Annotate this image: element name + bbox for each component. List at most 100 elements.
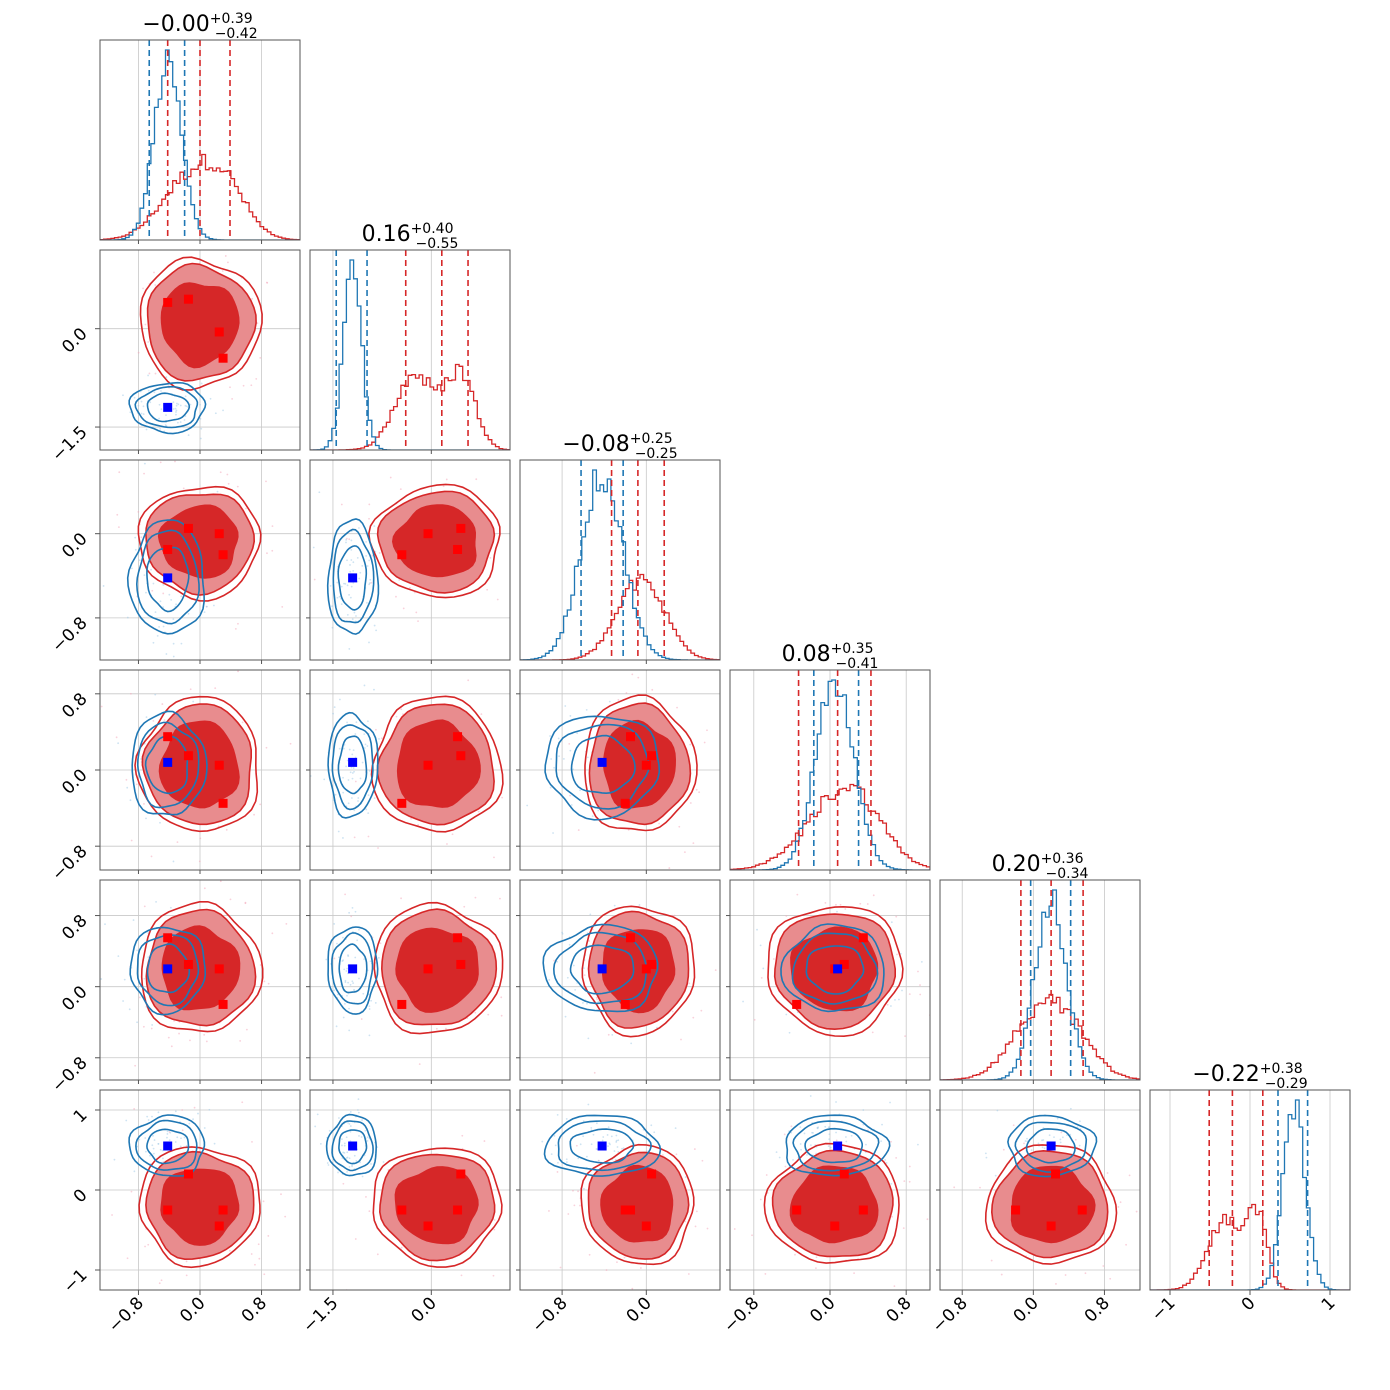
- marker-red: [620, 1205, 630, 1215]
- marker-blue: [597, 1141, 607, 1151]
- scatter-point-red: [917, 970, 919, 973]
- scatter-point-red: [753, 1018, 756, 1021]
- panel-3-1: [306, 669, 511, 874]
- scatter-point-blue: [885, 1162, 888, 1164]
- scatter-point-blue: [338, 698, 341, 701]
- marker-red: [214, 529, 224, 539]
- marker-red: [397, 798, 407, 808]
- scatter-point-red: [237, 622, 239, 625]
- scatter-point-blue: [342, 1016, 345, 1019]
- scatter-point-red: [680, 1038, 682, 1041]
- scatter-point-blue: [1048, 1134, 1051, 1137]
- scatter-point-blue: [361, 1175, 364, 1178]
- scatter-point-blue: [565, 1161, 568, 1164]
- scatter-point-red: [168, 1130, 171, 1133]
- scatter-point-red: [378, 552, 381, 554]
- scatter-point-red: [1053, 1294, 1055, 1296]
- scatter-point-red: [1109, 1277, 1112, 1280]
- scatter-point-blue: [816, 1126, 819, 1129]
- scatter-point-red: [144, 323, 147, 326]
- scatter-point-red: [151, 589, 154, 592]
- scatter-point-red: [1128, 1174, 1131, 1177]
- marker-red: [453, 933, 463, 943]
- scatter-point-red: [537, 953, 539, 955]
- scatter-point-blue: [1079, 1120, 1081, 1123]
- panel-content: [310, 460, 510, 660]
- scatter-point-blue: [152, 1134, 154, 1137]
- scatter-point-blue: [222, 409, 224, 412]
- scatter-point-blue: [153, 391, 156, 394]
- scatter-point-blue: [170, 599, 173, 601]
- scatter-point-blue: [137, 404, 140, 407]
- scatter-point-red: [637, 676, 640, 679]
- scatter-point-red: [435, 1027, 438, 1030]
- scatter-point-red: [410, 817, 412, 820]
- scatter-point-blue: [363, 747, 366, 749]
- scatter-point-red: [239, 1040, 242, 1042]
- scatter-point-blue: [565, 1118, 568, 1120]
- scatter-point-blue: [122, 1000, 124, 1002]
- scatter-point-red: [198, 860, 201, 863]
- marker-blue: [348, 573, 358, 583]
- histogram-blue: [310, 259, 510, 450]
- scatter-point-red: [553, 959, 555, 962]
- scatter-point-blue: [155, 901, 157, 903]
- scatter-point-blue: [359, 571, 362, 574]
- scatter-point-red: [219, 471, 222, 474]
- scatter-point-red: [148, 372, 151, 375]
- scatter-point-red: [160, 1279, 163, 1282]
- panel-2-2: −0.08+0.25 −0.25: [519, 431, 721, 664]
- scatter-point-blue: [1030, 1149, 1033, 1152]
- scatter-point-red: [203, 1033, 206, 1036]
- scatter-point-blue: [775, 1151, 778, 1154]
- scatter-point-blue: [349, 1125, 352, 1127]
- marker-red: [163, 732, 173, 742]
- scatter-point-red: [579, 1204, 581, 1207]
- scatter-point-red: [255, 377, 258, 380]
- scatter-point-blue: [365, 808, 368, 811]
- scatter-point-red: [395, 715, 398, 718]
- scatter-point-red: [513, 1139, 515, 1141]
- scatter-point-blue: [884, 1159, 887, 1161]
- scatter-point-red: [400, 708, 403, 711]
- scatter-point-red: [499, 897, 501, 900]
- scatter-point-blue: [175, 413, 177, 416]
- scatter-point-blue: [569, 749, 572, 752]
- scatter-point-blue: [125, 1119, 128, 1122]
- scatter-point-red: [990, 1259, 993, 1262]
- scatter-point-red: [189, 688, 192, 691]
- scatter-point-blue: [835, 1101, 837, 1103]
- scatter-point-red: [784, 1165, 787, 1168]
- marker-red: [214, 1221, 224, 1231]
- scatter-point-blue: [336, 942, 338, 945]
- marker-blue: [348, 1141, 358, 1151]
- scatter-point-red: [676, 706, 678, 709]
- panel-title: 0.20+0.36 −0.34: [992, 851, 1089, 882]
- scatter-point-blue: [180, 642, 183, 645]
- contour-red-inner: [1010, 1165, 1096, 1244]
- scatter-point-red: [896, 953, 898, 956]
- scatter-point-blue: [172, 618, 175, 621]
- scatter-point-blue: [354, 910, 357, 913]
- scatter-point-blue: [172, 408, 175, 410]
- contour-blue-mid: [557, 1120, 653, 1172]
- ytick-label: −0.8: [48, 1053, 91, 1096]
- scatter-point-blue: [549, 786, 552, 789]
- scatter-point-blue: [183, 419, 186, 421]
- scatter-point-blue: [150, 568, 152, 571]
- scatter-point-red: [178, 1032, 180, 1035]
- scatter-point-red: [1102, 1265, 1105, 1267]
- scatter-point-red: [1084, 1272, 1087, 1275]
- scatter-point-blue: [803, 1132, 806, 1135]
- scatter-point-red: [687, 1273, 690, 1275]
- xtick-label: 0.0: [806, 1293, 839, 1326]
- scatter-point-blue: [368, 770, 371, 772]
- scatter-point-blue: [200, 382, 203, 385]
- scatter-point-blue: [174, 407, 177, 410]
- scatter-point-blue: [340, 585, 343, 588]
- panel-title: −0.22+0.38 −0.29: [1192, 1061, 1307, 1092]
- scatter-point-blue: [338, 747, 341, 750]
- scatter-point-red: [231, 397, 234, 400]
- scatter-point-red: [617, 698, 620, 701]
- scatter-point-red: [760, 976, 763, 979]
